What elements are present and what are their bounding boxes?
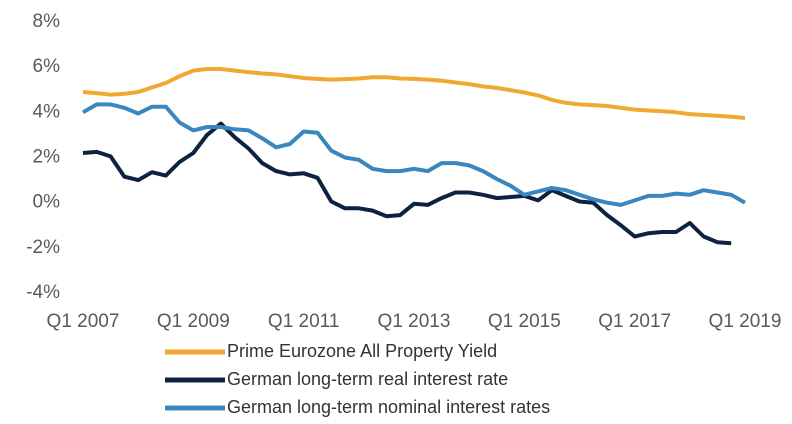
legend-label: German long-term real interest rate — [227, 369, 508, 389]
series-line — [82, 121, 732, 246]
y-tick-label: 0% — [33, 192, 61, 213]
y-tick-label: 2% — [33, 147, 61, 168]
x-tick-label: Q1 2013 — [378, 311, 451, 332]
x-tick-label: Q1 2015 — [488, 311, 561, 332]
legend-label: German long-term nominal interest rates — [227, 397, 550, 417]
series-line — [82, 67, 746, 120]
legend-label: Prime Eurozone All Property Yield — [227, 341, 497, 361]
x-tick-label: Q1 2007 — [47, 311, 120, 332]
x-tick-label: Q1 2009 — [157, 311, 230, 332]
y-tick-label: 8% — [33, 11, 61, 32]
x-tick-label: Q1 2017 — [598, 311, 671, 332]
y-tick-label: -4% — [26, 282, 60, 303]
y-tick-label: -2% — [26, 237, 60, 258]
y-tick-label: 4% — [33, 101, 61, 122]
x-tick-label: Q1 2019 — [709, 311, 782, 332]
series-line — [82, 102, 746, 207]
x-tick-label: Q1 2011 — [268, 311, 339, 332]
y-tick-label: 6% — [33, 56, 61, 77]
